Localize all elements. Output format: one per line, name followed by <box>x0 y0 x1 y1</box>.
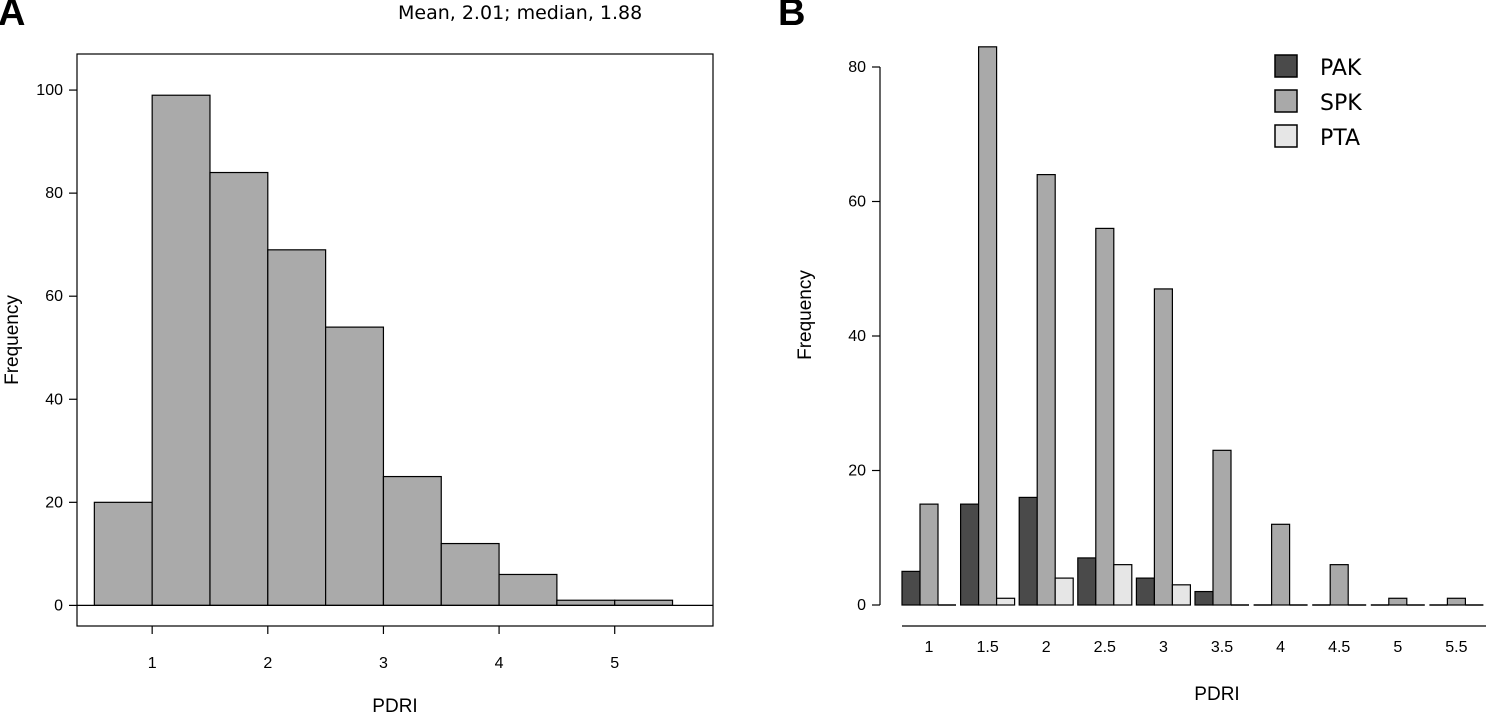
x-tick-label: 1.5 <box>976 639 998 656</box>
histogram-bar <box>440 542 500 606</box>
legend-label-spk: SPK <box>1320 91 1362 116</box>
histogram-bar <box>498 573 558 606</box>
legend-swatch-pak <box>1274 54 1298 78</box>
histogram-bar <box>325 326 385 606</box>
legend-label-pak: PAK <box>1320 56 1362 81</box>
panel-b-y-axis-title: Frequency <box>795 270 816 360</box>
histogram-bar <box>267 249 327 606</box>
bar-spk <box>1036 174 1056 606</box>
x-tick-label: 3.5 <box>1211 639 1233 656</box>
bar-spk <box>977 46 998 606</box>
y-tick-label: 0 <box>857 597 866 614</box>
bar-spk <box>1446 597 1467 606</box>
bar-spk <box>1095 227 1115 606</box>
histogram-bar <box>382 475 442 606</box>
x-tick-label: 5.5 <box>1445 639 1467 656</box>
x-tick-label: 5 <box>1393 639 1402 656</box>
x-tick-label: 1 <box>148 655 157 672</box>
bar-pak <box>1135 577 1156 606</box>
bar-pta <box>995 597 1016 606</box>
panel-b-x-axis-title: PDRI <box>1194 684 1239 705</box>
panel-b-letter: B <box>778 0 806 34</box>
x-tick-label: 3 <box>1159 639 1168 656</box>
y-tick-label: 80 <box>45 185 63 202</box>
histogram-bar <box>151 94 211 606</box>
histogram-bar <box>556 599 616 606</box>
x-tick-label: 2 <box>1042 639 1051 656</box>
y-tick-label: 100 <box>36 82 63 99</box>
y-tick-label: 20 <box>45 494 63 511</box>
legend-label-pta: PTA <box>1320 126 1360 151</box>
x-tick-label: 4 <box>1276 639 1285 656</box>
x-tick-label: 4.5 <box>1328 639 1350 656</box>
panel-a-x-axis-title: PDRI <box>372 696 417 716</box>
bar-pta <box>1171 584 1192 606</box>
panel-b-legend: PAK SPK PTA <box>1274 54 1362 151</box>
histogram-bar <box>614 599 674 606</box>
panel-a-letter: A <box>0 0 26 34</box>
x-tick-label: 1 <box>925 639 934 656</box>
y-tick-label: 40 <box>848 328 866 345</box>
x-tick-label: 2.5 <box>1094 639 1116 656</box>
x-tick-label: 4 <box>495 655 504 672</box>
histogram-bar <box>209 171 269 606</box>
histogram-bar <box>93 501 153 606</box>
bar-spk <box>1212 449 1232 606</box>
bar-pak <box>1077 557 1097 606</box>
panel-a-y-axis-title: Frequency <box>2 295 23 385</box>
legend-swatch-pta <box>1274 124 1298 148</box>
bar-spk <box>1388 597 1408 606</box>
x-tick-label: 3 <box>379 655 388 672</box>
histogram-panel-a: 0 20 40 60 80 100 1 2 3 4 5 PDRI Frequency <box>2 53 714 716</box>
panel-a-plot-frame <box>76 53 714 627</box>
bar-pak <box>1194 590 1214 606</box>
x-tick-label: 5 <box>610 655 619 672</box>
bar-pta <box>1113 564 1133 606</box>
x-tick-label: 2 <box>263 655 272 672</box>
y-tick-label: 60 <box>848 194 866 211</box>
bar-pta <box>1054 577 1074 606</box>
bar-pak <box>959 503 980 606</box>
y-tick-label: 60 <box>45 288 63 305</box>
bar-spk <box>919 503 939 606</box>
y-tick-label: 40 <box>45 391 63 408</box>
panel-a-subtitle: Mean, 2.01; median, 1.88 <box>398 2 643 24</box>
y-tick-label: 80 <box>848 59 866 76</box>
bar-spk <box>1153 288 1174 606</box>
y-tick-label: 20 <box>848 463 866 480</box>
bar-spk <box>1270 523 1291 606</box>
bar-pak <box>901 570 921 606</box>
legend-swatch-spk <box>1274 89 1298 113</box>
y-tick-label: 0 <box>54 597 63 614</box>
grouped-bar-panel-b: 0 20 40 60 80 1 1.5 2 2.5 3 3.5 4 4.5 5 5.5 PDRI Freq… <box>795 46 1486 705</box>
bar-pak <box>1018 496 1038 606</box>
bar-spk <box>1329 564 1349 606</box>
